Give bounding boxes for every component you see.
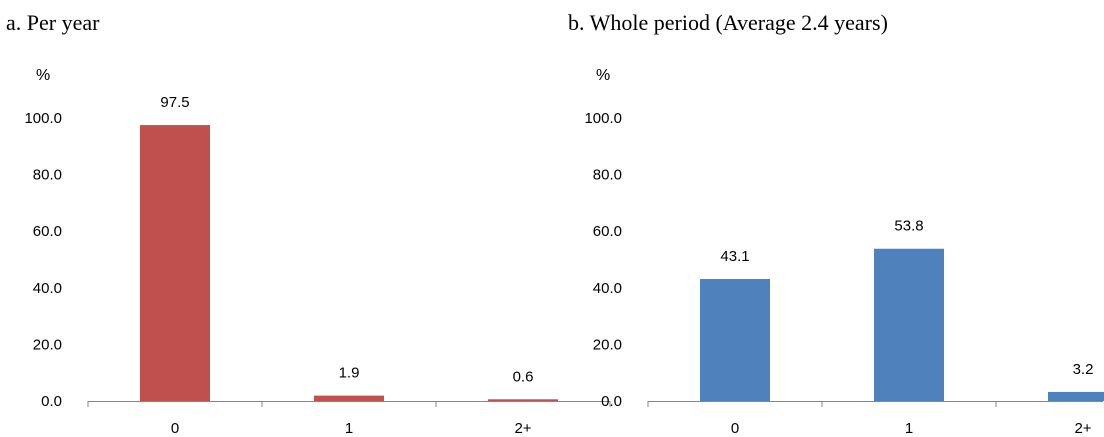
panel-b-bars xyxy=(700,248,1104,401)
panel-a-bar-1 xyxy=(314,395,384,401)
panel-b-ytick-label: 0.0 xyxy=(601,393,622,410)
panel-a-bar-2plus xyxy=(488,399,558,401)
panel-b-ytick-label: 100.0 xyxy=(584,110,622,127)
panel-b-data-label: 53.8 xyxy=(894,218,923,235)
panel-b-ytick-label: 40.0 xyxy=(593,280,622,297)
panel-b-ytick-label: 60.0 xyxy=(593,223,622,240)
panel-a-bar-0 xyxy=(140,125,210,401)
panel-a-ytick-label: 80.0 xyxy=(33,167,62,184)
panel-b-data-label: 43.1 xyxy=(720,248,749,265)
panel-a-title: a. Per year xyxy=(6,10,100,35)
panel-b-data-label: 3.2 xyxy=(1073,361,1094,378)
panel-a-category-label: 1 xyxy=(345,420,353,437)
panel-a-ytick-label: 40.0 xyxy=(33,280,62,297)
panel-a-ytick-label: 100.0 xyxy=(24,110,62,127)
panel-a-bars xyxy=(140,125,558,401)
panel-b: b. Whole period (Average 2.4 years) % 0.… xyxy=(568,10,1104,437)
panel-b-yticks: 0.0 20.0 40.0 60.0 80.0 100.0 xyxy=(584,110,622,410)
panel-b-ylabel: % xyxy=(596,67,610,84)
panel-a-data-labels: 97.5 1.9 0.6 xyxy=(160,94,533,385)
panel-a-ytick-label: 60.0 xyxy=(33,223,62,240)
panel-b-data-labels: 43.1 53.8 3.2 xyxy=(720,218,1093,378)
panel-a-yticks: 0.0 20.0 40.0 60.0 80.0 100.0 xyxy=(24,110,62,410)
panel-a-data-label: 0.6 xyxy=(513,368,534,385)
panel-a-xticks xyxy=(87,401,611,407)
panel-b-category-label: 0 xyxy=(731,420,739,437)
panel-a-ytick-label: 0.0 xyxy=(41,393,62,410)
panel-a-category-label: 2+ xyxy=(514,420,531,437)
panel-b-bar-0 xyxy=(700,279,770,401)
panel-b-category-labels: 0 1 2+ xyxy=(731,420,1092,437)
panel-b-category-label: 2+ xyxy=(1074,420,1091,437)
panel-a-data-label: 97.5 xyxy=(160,94,189,111)
panel-a-category-labels: 0 1 2+ xyxy=(171,420,532,437)
panel-a-ytick-label: 20.0 xyxy=(33,336,62,353)
panel-b-category-label: 1 xyxy=(905,420,913,437)
panel-b-title: b. Whole period (Average 2.4 years) xyxy=(568,10,888,35)
panel-b-bar-2plus xyxy=(1048,391,1104,401)
panel-b-ytick-label: 80.0 xyxy=(593,167,622,184)
panel-a: a. Per year % 0.0 20.0 40.0 60.0 80.0 100.0 9… xyxy=(6,10,611,437)
panel-a-data-label: 1.9 xyxy=(339,365,360,382)
panel-a-category-label: 0 xyxy=(171,420,179,437)
panel-b-xticks xyxy=(647,401,997,407)
panel-a-ylabel: % xyxy=(36,67,50,84)
panel-b-bar-1 xyxy=(874,248,944,401)
panel-b-ytick-label: 20.0 xyxy=(593,336,622,353)
